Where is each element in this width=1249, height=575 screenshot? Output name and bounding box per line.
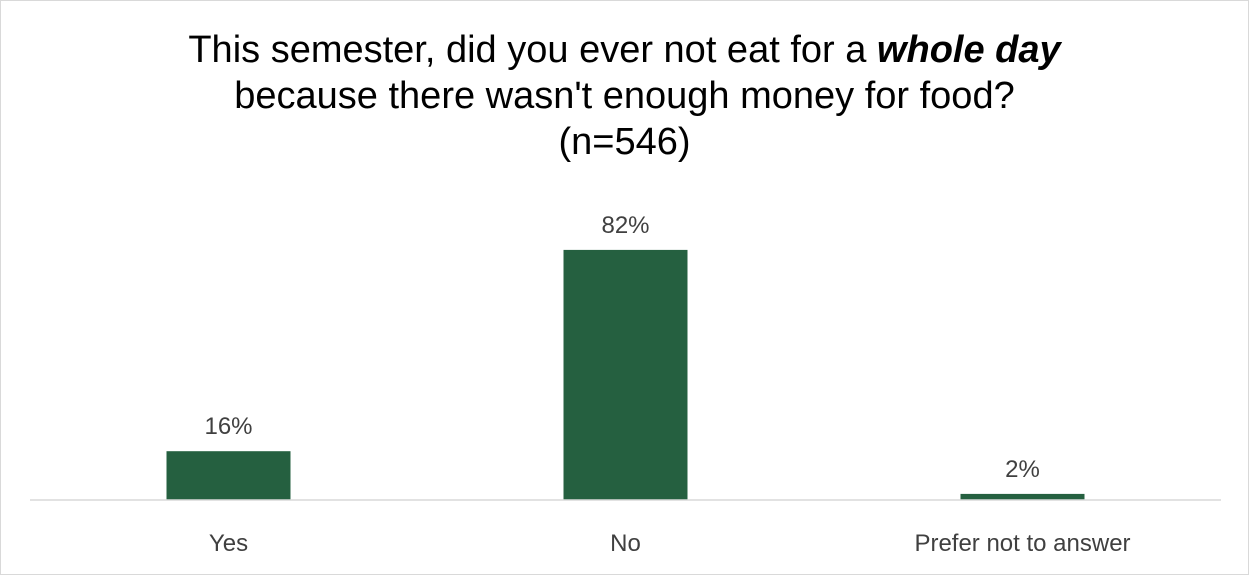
- bars-layer: [166, 249, 1085, 500]
- data-label: 82%: [601, 212, 649, 239]
- bar-yes: [166, 451, 291, 500]
- chart-title: This semester, did you ever not eat for …: [1, 27, 1248, 165]
- labels-layer: 16% 82% 2%: [204, 212, 1039, 483]
- title-line-3: (n=546): [558, 121, 691, 163]
- title-line-2: because there wasn't enough money for fo…: [234, 75, 1015, 117]
- title-prefix: This semester, did you ever not eat for …: [188, 29, 867, 71]
- data-label: 16%: [204, 413, 252, 440]
- title-emphasis: whole day: [876, 29, 1061, 71]
- data-label: 2%: [1005, 456, 1040, 483]
- x-tick-label: No: [610, 530, 641, 557]
- title-line-1: This semester, did you ever not eat for …: [1, 27, 1248, 73]
- bar-prefer-not-to-answer: [960, 493, 1085, 500]
- x-tick-label: Yes: [209, 530, 248, 557]
- x-tick-label: Prefer not to answer: [914, 530, 1130, 557]
- x-tick-labels: Yes No Prefer not to answer: [209, 530, 1131, 557]
- bar-no: [563, 249, 688, 500]
